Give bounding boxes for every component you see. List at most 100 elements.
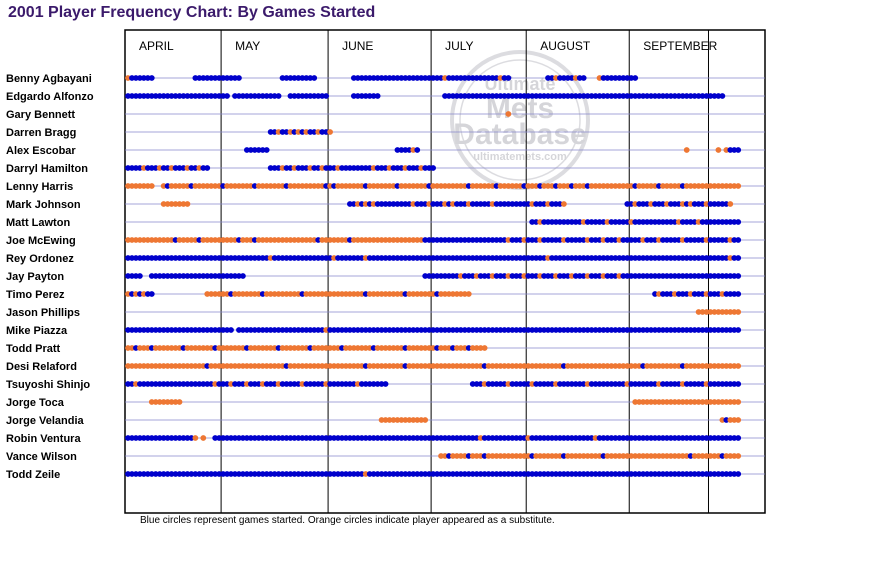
start-dot [228, 327, 234, 333]
substitute-dot [715, 309, 722, 315]
start-dot [212, 345, 219, 351]
start-dot [438, 471, 444, 477]
start-dot [493, 75, 500, 81]
substitute-dot [279, 165, 286, 171]
start-dot [560, 255, 567, 261]
start-dot [315, 435, 322, 441]
start-dot [323, 183, 330, 189]
start-dot [525, 93, 532, 99]
start-dot [212, 255, 219, 261]
substitute-dot [275, 363, 282, 369]
start-dot [311, 75, 318, 81]
start-dot [152, 273, 159, 279]
start-dot [136, 93, 143, 99]
substitute-dot [707, 453, 714, 459]
start-dot [133, 75, 139, 81]
start-dot [434, 75, 440, 81]
substitute-dot [350, 345, 357, 351]
start-dot [216, 435, 223, 441]
start-dot [176, 255, 183, 261]
start-dot [549, 255, 555, 261]
start-dot [402, 291, 409, 297]
start-dot [327, 165, 333, 171]
substitute-dot [691, 363, 698, 369]
substitute-dot [592, 183, 599, 189]
start-dot [608, 93, 615, 99]
start-dot [477, 471, 484, 477]
start-dot [469, 237, 476, 243]
substitute-dot [549, 363, 555, 369]
start-dot [707, 435, 714, 441]
start-dot [343, 165, 349, 171]
start-dot [644, 327, 650, 333]
start-dot [370, 75, 377, 81]
start-dot [485, 471, 492, 477]
substitute-dot [236, 345, 242, 351]
start-dot [204, 363, 211, 369]
start-dot [469, 273, 476, 279]
substitute-dot [699, 309, 706, 315]
substitute-dot [600, 363, 607, 369]
substitute-dot [180, 237, 187, 243]
start-dot [513, 435, 520, 441]
substitute-dot [184, 183, 191, 189]
start-dot [667, 327, 674, 333]
start-dot [446, 273, 452, 279]
substitute-dot [422, 291, 429, 297]
substitute-dot [374, 345, 381, 351]
substitute-dot [133, 183, 139, 189]
substitute-dot [184, 201, 191, 207]
start-dot [279, 129, 286, 135]
start-dot [521, 201, 528, 207]
start-dot [232, 75, 238, 81]
start-dot [560, 327, 567, 333]
substitute-dot [513, 453, 520, 459]
substitute-dot [438, 183, 444, 189]
start-dot [477, 255, 484, 261]
substitute-dot [168, 345, 175, 351]
start-dot [172, 273, 179, 279]
start-dot [564, 471, 571, 477]
start-dot [315, 327, 322, 333]
start-dot [481, 327, 488, 333]
start-dot [414, 201, 421, 207]
start-dot [640, 201, 647, 207]
substitute-dot [168, 183, 175, 189]
player-name: Jorge Velandia [6, 415, 85, 427]
start-dot [129, 327, 135, 333]
substitute-dot [465, 363, 472, 369]
start-dot [216, 255, 223, 261]
start-dot [481, 93, 488, 99]
start-dot [485, 201, 492, 207]
start-dot [608, 471, 615, 477]
start-dot [533, 201, 540, 207]
start-dot [576, 381, 583, 387]
substitute-dot [711, 309, 718, 315]
substitute-dot [509, 183, 516, 189]
start-dot [263, 93, 270, 99]
start-dot [592, 381, 599, 387]
substitute-dot [735, 183, 742, 189]
start-dot [140, 75, 147, 81]
start-dot [299, 435, 306, 441]
start-dot [644, 237, 650, 243]
start-dot [715, 291, 722, 297]
start-dot [255, 381, 262, 387]
start-dot [671, 273, 678, 279]
substitute-dot [247, 291, 254, 297]
start-dot [703, 219, 710, 225]
start-dot [580, 237, 587, 243]
start-dot [529, 471, 536, 477]
start-dot [707, 381, 714, 387]
start-dot [200, 381, 207, 387]
start-dot [327, 327, 333, 333]
start-dot [624, 435, 631, 441]
substitute-dot [513, 183, 520, 189]
start-dot [283, 183, 290, 189]
substitute-dot [703, 453, 710, 459]
start-dot [307, 75, 314, 81]
start-dot [410, 75, 417, 81]
substitute-dot [664, 183, 670, 189]
substitute-dot [374, 363, 381, 369]
substitute-dot [394, 417, 401, 423]
